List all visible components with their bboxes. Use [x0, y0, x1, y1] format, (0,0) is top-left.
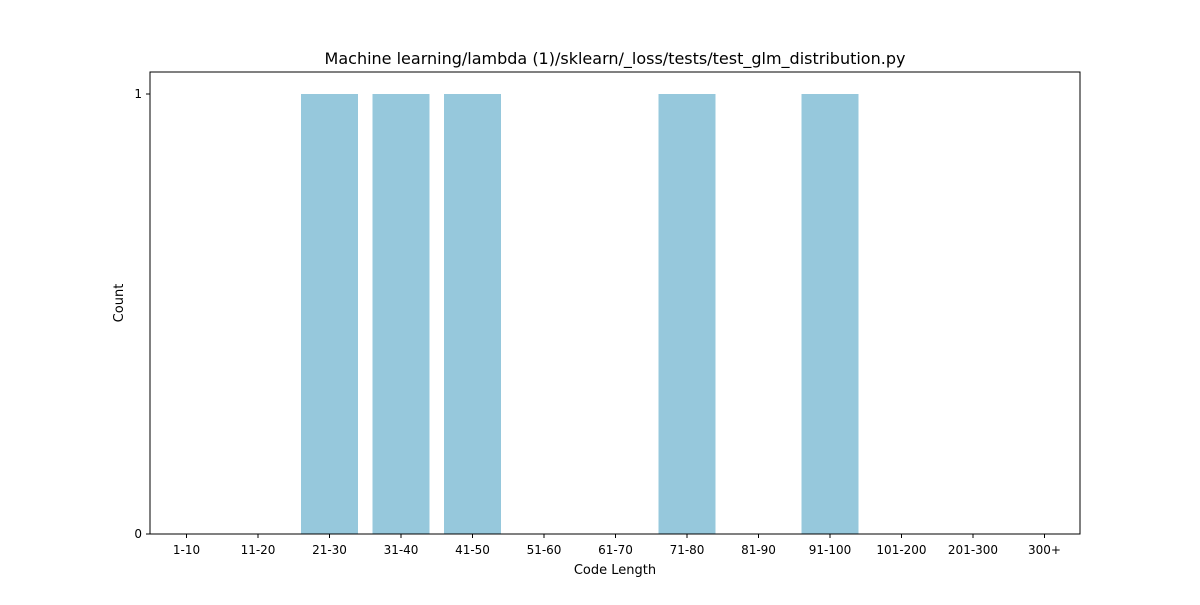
- bar-71-80: [658, 94, 716, 534]
- x-tick-label: 201-300: [948, 543, 998, 557]
- x-tick-label: 1-10: [173, 543, 200, 557]
- x-tick-label: 51-60: [527, 543, 562, 557]
- y-axis-label: Count: [112, 284, 127, 323]
- y-tick-label: 1: [134, 87, 142, 101]
- x-tick-label: 21-30: [312, 543, 347, 557]
- chart-title: Machine learning/lambda (1)/sklearn/_los…: [325, 49, 906, 69]
- bar-41-50: [444, 94, 501, 534]
- x-tick-label: 61-70: [598, 543, 633, 557]
- x-tick-label: 31-40: [384, 543, 419, 557]
- bar-31-40: [372, 94, 430, 534]
- x-tick-label: 41-50: [455, 543, 490, 557]
- bar-91-100: [801, 94, 859, 534]
- x-axis-label: Code Length: [574, 563, 656, 578]
- bars-layer: [301, 94, 859, 534]
- x-tick-label: 81-90: [741, 543, 776, 557]
- y-axis-ticks: 01: [134, 87, 150, 541]
- x-tick-label: 91-100: [809, 543, 852, 557]
- x-axis-ticks: 1-10 11-20 21-30 31-40 41-50 51-60 61-70 71-80 8…: [173, 534, 1061, 557]
- y-tick-label: 0: [134, 527, 142, 541]
- x-tick-label: 71-80: [670, 543, 705, 557]
- bar-21-30: [301, 94, 358, 534]
- x-tick-label: 11-20: [241, 543, 276, 557]
- x-tick-label: 101-200: [876, 543, 926, 557]
- x-tick-label: 300+: [1028, 543, 1061, 557]
- plot-area-frame: [149, 71, 1081, 535]
